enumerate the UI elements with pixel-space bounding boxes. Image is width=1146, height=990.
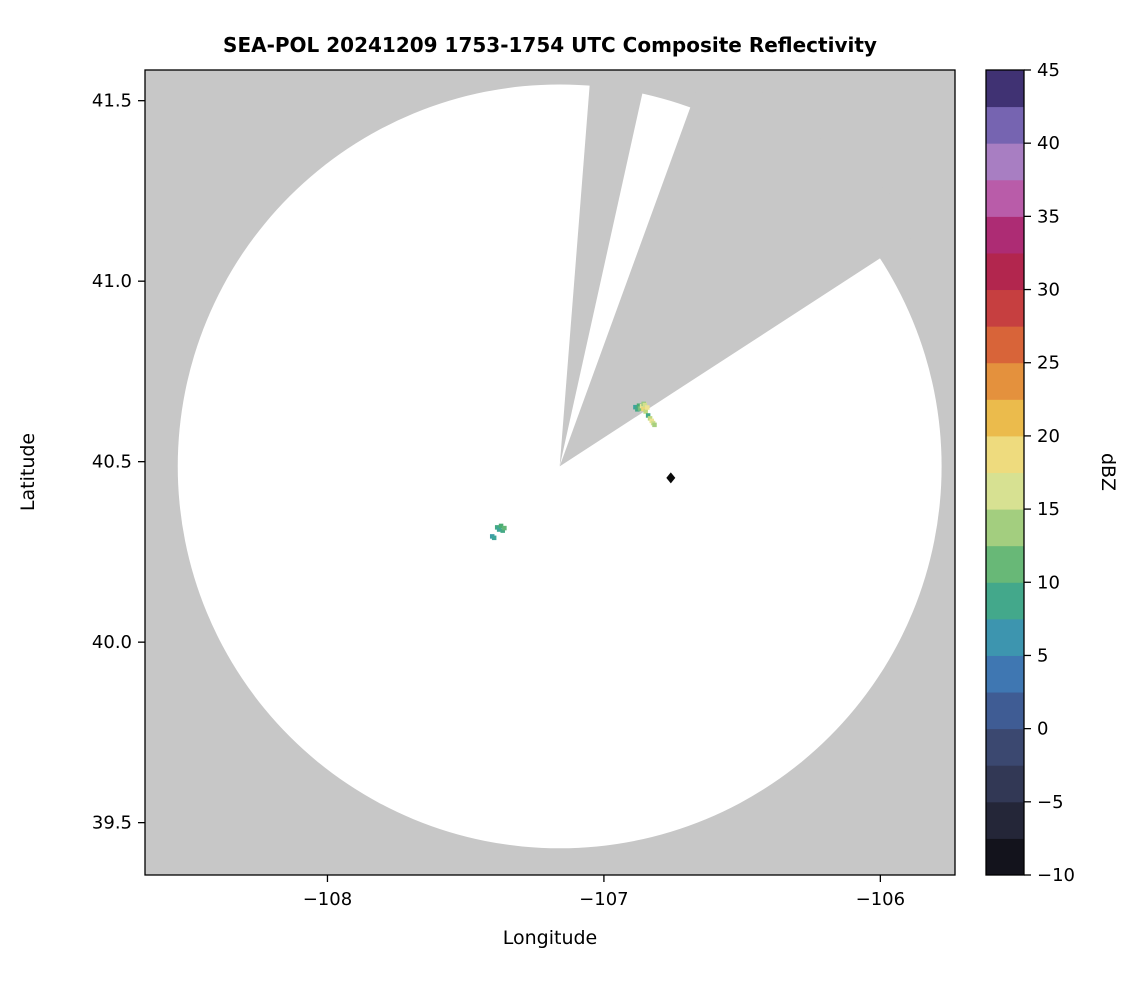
x-tick-label: −108: [303, 889, 352, 910]
y-tick-label: 40.5: [92, 452, 132, 473]
colorbar-tick-label: 15: [1037, 499, 1060, 520]
echo-cell: [641, 406, 646, 412]
colorbar-segment: [986, 179, 1024, 217]
x-tick-label: −107: [579, 889, 628, 910]
colorbar-segment: [986, 618, 1024, 656]
y-tick-label: 40.0: [92, 632, 132, 653]
echo-cell: [496, 527, 502, 532]
colorbar-tick-label: 5: [1037, 645, 1048, 666]
echo-cell: [637, 406, 643, 411]
colorbar-segment: [986, 106, 1024, 144]
colorbar-segment: [986, 728, 1024, 766]
axes-clip-group: [145, 70, 955, 875]
colorbar-tick-label: −5: [1037, 792, 1064, 813]
colorbar-segment: [986, 399, 1024, 437]
colorbar-segment: [986, 216, 1024, 254]
colorbar-segment: [986, 143, 1024, 181]
colorbar-segment: [986, 362, 1024, 400]
echo-cell: [491, 535, 497, 541]
colorbar-tick-label: 30: [1037, 280, 1060, 301]
colorbar-segment: [986, 765, 1024, 803]
echo-cell: [647, 416, 653, 421]
colorbar-segment: [986, 326, 1024, 364]
echo-cell: [498, 523, 504, 529]
colorbar-segment: [986, 435, 1024, 473]
y-axis-label: Latitude: [17, 433, 39, 511]
plot-layer: −108 −107 −106 39.5 40.0 40.5 41.0 41.5 −10 −5 0 5 1…: [92, 60, 1075, 910]
echo-cell: [642, 402, 648, 408]
colorbar-segment: [986, 582, 1024, 620]
colorbar-tick-label: 35: [1037, 206, 1060, 227]
colorbar-segment: [986, 70, 1024, 108]
echo-cell: [502, 525, 507, 531]
colorbar-tick-label: 0: [1037, 719, 1048, 740]
axes-frame: [144, 69, 956, 876]
plot-title: SEA-POL 20241209 1753-1754 UTC Composite…: [223, 33, 877, 57]
colorbar-tick-label: 45: [1037, 60, 1060, 81]
site-marker-diamond: [666, 472, 676, 484]
colorbar-segment: [986, 838, 1024, 876]
colorbar-segment: [986, 509, 1024, 547]
colorbar-segment: [986, 252, 1024, 291]
colorbar-tick-label: 40: [1037, 133, 1060, 154]
colorbar-label: dBZ: [1097, 453, 1119, 491]
echo-cell: [643, 409, 648, 414]
colorbar-tick-label: 25: [1037, 353, 1060, 374]
echo-cell: [652, 422, 657, 428]
colorbar-segment: [986, 801, 1024, 839]
colorbar-segment: [986, 545, 1024, 583]
echo-cell: [645, 413, 651, 418]
x-axis-label: Longitude: [503, 927, 598, 949]
colorbar-segment: [986, 289, 1024, 327]
colorbar-segment: [986, 692, 1024, 730]
echo-cell: [500, 528, 505, 533]
colorbar-tick-label: 10: [1037, 572, 1060, 593]
y-tick-label: 39.5: [92, 813, 132, 834]
echo-cell: [635, 407, 640, 412]
x-tick-label: −106: [856, 889, 905, 910]
echo-cell: [645, 405, 650, 410]
colorbar-tick-label: −10: [1037, 865, 1075, 886]
colorbar-tick-label: 20: [1037, 426, 1060, 447]
y-tick-label: 41.5: [92, 91, 132, 112]
blocked-sector-1: [559, 70, 931, 467]
colorbar-segment: [986, 655, 1024, 693]
blocked-sector-0: [559, 70, 648, 467]
colorbar-segment: [986, 472, 1024, 510]
y-tick-label: 41.0: [92, 271, 132, 292]
colorbar-frame: [985, 69, 1025, 876]
echo-cell: [636, 403, 642, 408]
